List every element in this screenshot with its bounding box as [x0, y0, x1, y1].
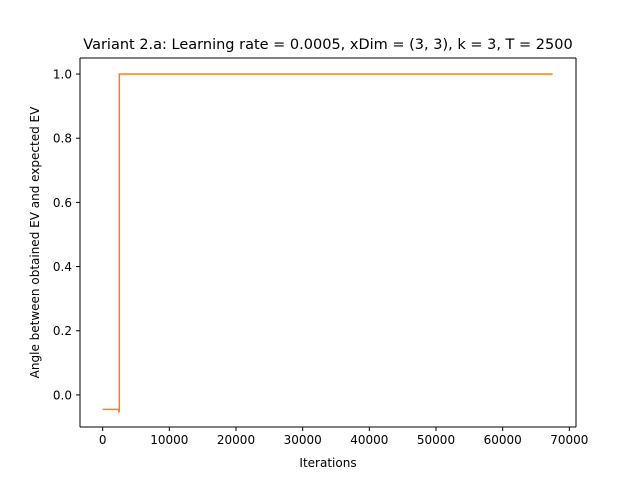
y-tick-label: 0.2 [53, 324, 72, 338]
y-tick-label: 0.6 [53, 196, 72, 210]
x-tick-label: 40000 [350, 433, 388, 447]
y-axis-label: Angle between obtained EV and expected E… [28, 106, 42, 378]
y-axis-ticks: 0.0 0.2 0.4 0.6 0.8 1.0 [53, 68, 80, 402]
x-axis-ticks: 0 10000 20000 30000 40000 50000 60000 70000 [99, 427, 588, 447]
x-tick-label: 70000 [550, 433, 588, 447]
series-layer [102, 73, 553, 413]
x-axis-label: Iterations [299, 456, 356, 470]
x-tick-label: 50000 [417, 433, 455, 447]
x-tick-label: 0 [99, 433, 107, 447]
y-tick-label: 0.4 [53, 260, 72, 274]
x-tick-label: 20000 [217, 433, 255, 447]
series-line-0 [102, 73, 553, 413]
plot-background [80, 58, 576, 427]
plot-area [80, 58, 576, 427]
chart-title: Variant 2.a: Learning rate = 0.0005, xDi… [83, 37, 572, 53]
y-tick-label: 1.0 [53, 68, 72, 82]
x-tick-label: 30000 [284, 433, 322, 447]
x-tick-label: 60000 [484, 433, 522, 447]
x-tick-label: 10000 [150, 433, 188, 447]
y-tick-label: 0.0 [53, 388, 72, 402]
axes-frame [79, 57, 577, 428]
y-tick-label: 0.8 [53, 132, 72, 146]
